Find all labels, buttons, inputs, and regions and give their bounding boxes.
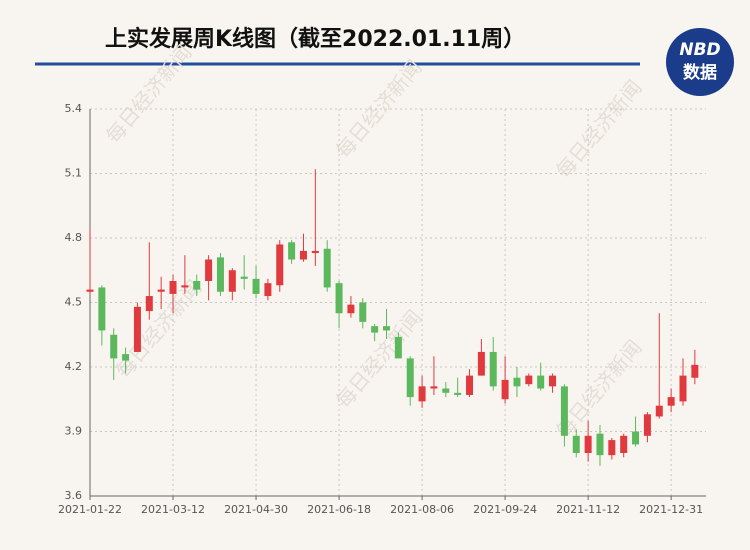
y-tick-label: 5.4 — [65, 102, 83, 115]
candle-body — [240, 276, 248, 279]
candle-body — [86, 289, 94, 292]
candle-body — [299, 250, 307, 260]
candle-body — [466, 375, 474, 395]
logo-text: 数据 — [683, 62, 717, 83]
candle-body — [288, 242, 296, 260]
candle-body — [584, 435, 592, 453]
candle-body — [537, 375, 545, 389]
candle-body — [371, 326, 379, 333]
candle-body — [335, 283, 343, 314]
y-tick-label: 5.1 — [65, 167, 83, 180]
candle-body — [655, 405, 663, 417]
candle-body — [311, 250, 319, 254]
candle-body — [525, 375, 533, 385]
candle-body — [394, 336, 402, 359]
candle-body — [632, 431, 640, 445]
candle-body — [513, 377, 521, 387]
candle-body — [608, 440, 616, 456]
candle-body — [110, 334, 118, 359]
logo — [666, 28, 734, 96]
candle-body — [560, 386, 568, 436]
y-tick-label: 3.9 — [65, 425, 83, 438]
candle-body — [359, 302, 367, 322]
candle-body — [264, 283, 272, 297]
candle-body — [169, 281, 177, 294]
x-tick-label: 2021-12-31 — [639, 503, 703, 516]
candle-body — [477, 351, 485, 376]
chart-title: 上实发展周K线图（截至2022.01.11周） — [105, 26, 525, 52]
candle-body — [145, 296, 153, 312]
candle-body — [667, 397, 675, 406]
candle-body — [157, 289, 165, 292]
candle-body — [122, 354, 130, 361]
candle-body — [205, 259, 213, 281]
x-tick-label: 2021-08-06 — [390, 503, 454, 516]
candle-body — [181, 285, 189, 288]
candle-body — [454, 392, 462, 395]
x-tick-label: 2021-04-30 — [224, 503, 288, 516]
candle-body — [691, 364, 699, 378]
candle-body — [347, 304, 355, 314]
logo-text: NBD — [679, 40, 720, 60]
x-tick-label: 2021-03-12 — [141, 503, 205, 516]
y-tick-label: 4.8 — [65, 231, 83, 244]
candle-body — [193, 281, 201, 290]
candle-body — [98, 287, 106, 331]
candle-body — [549, 375, 557, 387]
candle-body — [383, 326, 390, 331]
candle-body — [679, 375, 687, 402]
candle-body — [620, 435, 628, 453]
candle-body — [596, 433, 604, 456]
candle-body — [572, 435, 580, 453]
x-tick-label: 2021-09-24 — [473, 503, 537, 516]
candle-body — [501, 379, 509, 400]
y-tick-label: 3.6 — [65, 489, 83, 502]
x-tick-label: 2021-01-22 — [58, 503, 122, 516]
x-tick-label: 2021-11-12 — [556, 503, 620, 516]
y-tick-label: 4.5 — [65, 296, 83, 309]
candle-body — [442, 388, 450, 393]
x-tick-label: 2021-06-18 — [307, 503, 371, 516]
candle-body — [430, 386, 438, 389]
candle-body — [216, 257, 224, 292]
plot: 3.6 3.9 4.2 4.5 4.8 5.1 5.4 2021-01-22 2021-03-1… — [58, 102, 706, 516]
candle-body — [489, 351, 497, 387]
candle-body — [406, 358, 414, 398]
candle-body — [252, 278, 260, 294]
candle-body — [643, 414, 651, 436]
candle-body — [418, 386, 426, 402]
candle-body — [228, 270, 236, 292]
candle-body — [276, 244, 284, 286]
y-tick-label: 4.2 — [65, 360, 83, 373]
candle-body — [133, 306, 141, 352]
candle-body — [323, 248, 331, 288]
